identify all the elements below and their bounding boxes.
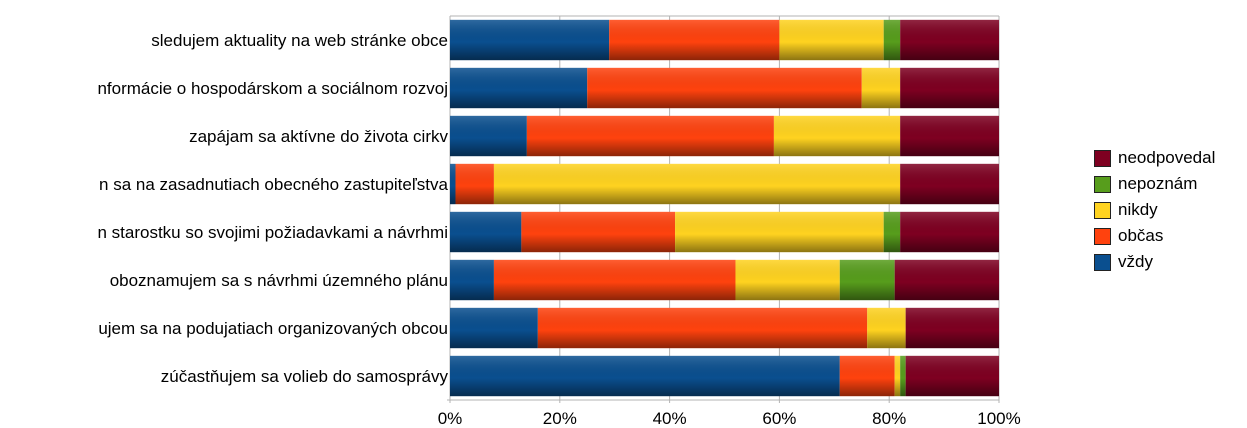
bar-segment-shading	[905, 307, 999, 349]
bar-segment-shading	[900, 211, 999, 253]
bar-segment-shading	[450, 211, 522, 253]
bar-segment-shading	[861, 67, 901, 109]
category-label: zapájam sa aktívne do života cirkv	[189, 127, 448, 146]
bar-segment-shading	[779, 19, 884, 61]
legend-swatch	[1094, 201, 1111, 219]
bar-segment-shading	[900, 67, 999, 109]
x-tick-label: 20%	[543, 409, 577, 428]
bar-segment-shading	[587, 67, 862, 109]
x-tick-label: 100%	[977, 409, 1020, 428]
bar-segment-shading	[900, 19, 999, 61]
bar-segment-shading	[493, 259, 736, 301]
legend-label: nikdy	[1118, 200, 1158, 219]
category-label: sledujem aktuality na web stránke obce	[151, 31, 448, 50]
legend-item: občas	[1094, 223, 1215, 249]
bar-segment-shading	[493, 163, 901, 205]
legend-label: občas	[1118, 226, 1164, 245]
bar-segment-shading	[450, 163, 456, 205]
x-tick-labels: 0% 20% 40% 60% 80% 100%	[438, 409, 1021, 428]
bar-segment-shading	[839, 259, 895, 301]
category-label: zúčastňujem sa volieb do samosprávy	[161, 367, 449, 386]
legend-label: nepoznám	[1118, 174, 1198, 193]
category-label: oboznamujem sa s návrhmi územného plánu	[110, 271, 448, 290]
legend-item: neodpovedal	[1094, 145, 1215, 171]
bar-segment-shading	[883, 211, 901, 253]
bar-segment-shading	[521, 211, 676, 253]
bar-segment-shading	[773, 115, 901, 157]
legend-label: vždy	[1118, 252, 1153, 271]
bar-segment-shading	[609, 19, 780, 61]
legend-label: neodpovedal	[1118, 148, 1216, 167]
category-label: nformácie o hospodárskom a sociálnom roz…	[97, 79, 448, 98]
bar-segment-shading	[839, 355, 895, 397]
category-label: n sa na zasadnutiach obecného zastupiteľ…	[99, 175, 449, 194]
bar-segment-shading	[450, 67, 588, 109]
legend-item: nepoznám	[1094, 171, 1215, 197]
legend-swatch	[1094, 149, 1111, 167]
bar-segment-shading	[450, 19, 610, 61]
bar-segment-shading	[894, 259, 999, 301]
bars	[450, 19, 999, 397]
bar-segment-shading	[900, 355, 906, 397]
legend: neodpovedal nepoznám nikdy občas vždy	[1094, 145, 1215, 275]
bar-segment-shading	[883, 19, 901, 61]
legend-swatch	[1094, 227, 1111, 245]
bar-segment-shading	[450, 355, 840, 397]
bar-segment-shading	[455, 163, 494, 205]
x-tick-label: 0%	[438, 409, 463, 428]
legend-item: nikdy	[1094, 197, 1215, 223]
bar-segment-shading	[867, 307, 906, 349]
legend-item: vždy	[1094, 249, 1215, 275]
bar-segment-shading	[900, 163, 999, 205]
bar-segment-shading	[900, 115, 999, 157]
bar-segment-shading	[537, 307, 868, 349]
bar-segment-shading	[894, 355, 901, 397]
bar-segment-shading	[450, 115, 527, 157]
legend-swatch	[1094, 253, 1111, 271]
bar-segment-shading	[905, 355, 999, 397]
bar-segment-shading	[735, 259, 840, 301]
legend-swatch	[1094, 175, 1111, 193]
bar-segment-shading	[450, 259, 494, 301]
x-tick-label: 40%	[653, 409, 687, 428]
x-tick-label: 80%	[872, 409, 906, 428]
bar-segment-shading	[526, 115, 774, 157]
category-label: n starostku so svojimi požiadavkami a ná…	[97, 223, 448, 242]
category-labels: sledujem aktuality na web stránke obce nf…	[97, 31, 448, 386]
x-tick-label: 60%	[762, 409, 796, 428]
bar-segment-shading	[675, 211, 884, 253]
bar-segment-shading	[450, 307, 538, 349]
category-label: ujem sa na podujatiach organizovaných ob…	[98, 319, 448, 338]
